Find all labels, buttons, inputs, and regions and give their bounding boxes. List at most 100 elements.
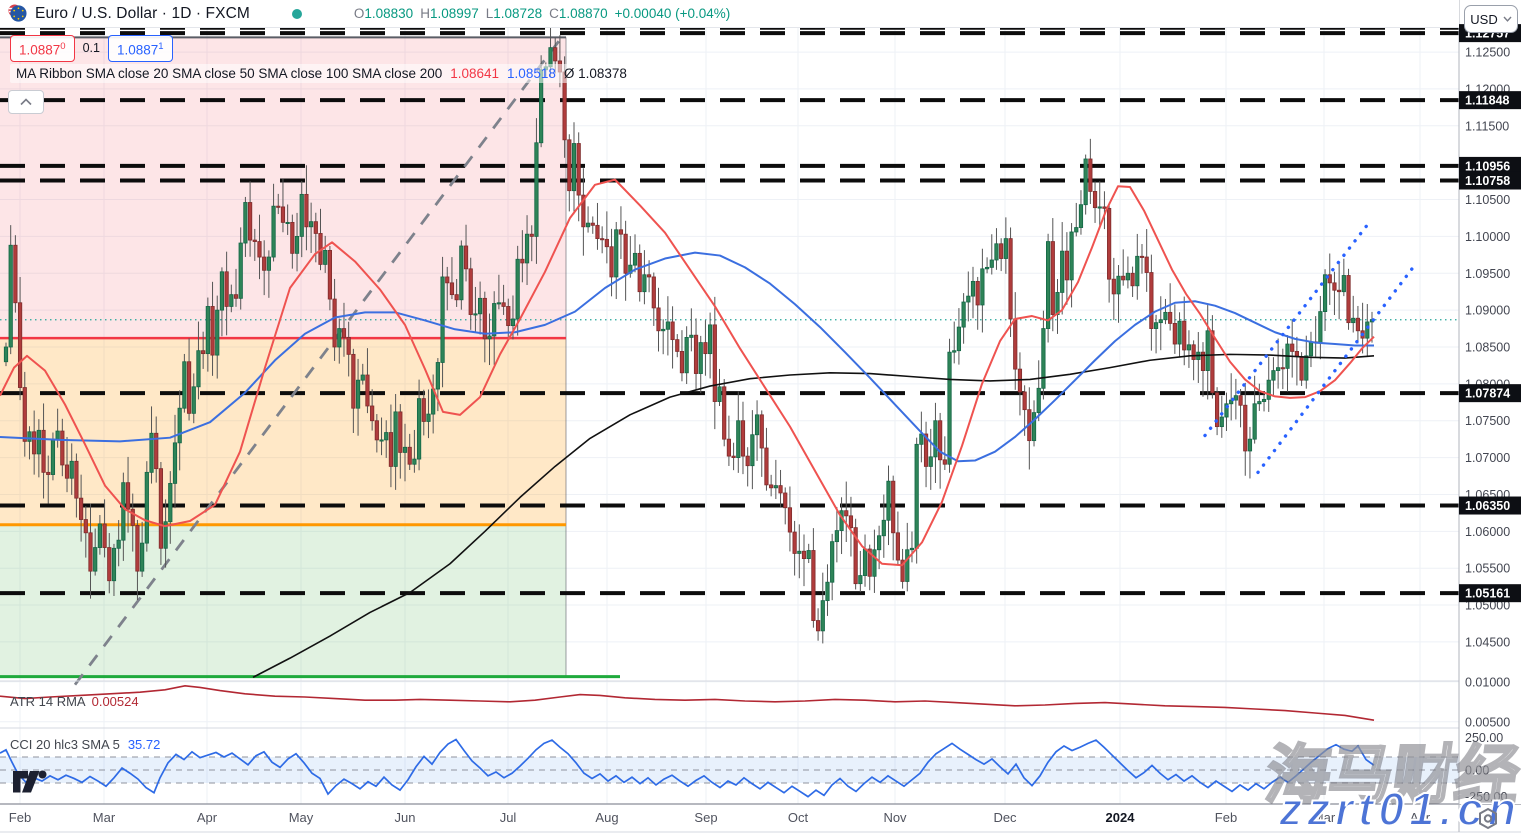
candle-body — [384, 432, 389, 441]
price-level-tag-label: 1.10758 — [1465, 174, 1510, 188]
buy-price-button[interactable]: 1.08871 — [107, 35, 173, 62]
candle-body — [168, 482, 173, 523]
cci-value: 35.72 — [127, 737, 161, 752]
candle-body — [224, 271, 229, 307]
candle-body — [8, 244, 13, 348]
tradingview-logo[interactable] — [12, 768, 48, 796]
candle-body — [1327, 274, 1332, 284]
candle-body — [1177, 320, 1182, 345]
cci-tick-label: -250.00 — [1465, 790, 1507, 804]
candle-body — [416, 398, 422, 460]
price-tick-label: 1.05500 — [1465, 562, 1510, 576]
candle-body — [524, 233, 530, 264]
candle-body — [769, 484, 774, 489]
candle-body — [1219, 416, 1224, 428]
candle-body — [1036, 387, 1041, 414]
candle-body — [285, 221, 290, 224]
atr-indicator-legend[interactable]: ATR 14 RMA 0.00524 — [10, 694, 139, 709]
ma-ribbon-legend[interactable]: MA Ribbon SMA close 20 SMA close 50 SMA … — [10, 64, 633, 83]
open-label: O — [353, 6, 365, 21]
candle-body — [1299, 356, 1304, 381]
time-axis[interactable]: Feb Mar Apr May Jun Jul Aug Sep Oct Nov Dec 2024 Feb… — [9, 810, 1431, 825]
candle-body — [149, 432, 154, 473]
candle-body — [698, 342, 703, 374]
dotted-channel-line[interactable] — [1203, 223, 1369, 438]
trendline[interactable] — [73, 32, 567, 686]
price-level-tag — [1459, 384, 1521, 403]
candle-body — [440, 276, 445, 363]
support-zone[interactable] — [0, 524, 566, 677]
candle-body — [1318, 311, 1323, 343]
candle-body — [332, 298, 337, 348]
candle-body — [919, 433, 924, 445]
candle-body — [618, 229, 624, 235]
candle-body — [975, 280, 980, 306]
collapse-legend-button[interactable] — [8, 90, 44, 114]
candle-body — [830, 541, 835, 583]
sell-price-button[interactable]: 1.08870 — [10, 35, 75, 62]
open-value: 1.08830 — [364, 6, 414, 21]
candle-body — [121, 482, 126, 541]
candle-body — [473, 313, 478, 316]
candle-body — [726, 438, 732, 457]
candle-body — [69, 460, 74, 479]
candle-body — [41, 429, 46, 473]
candle-body — [243, 202, 248, 244]
candle-body — [186, 361, 192, 414]
candle-body — [1355, 317, 1361, 332]
candle-body — [886, 480, 891, 521]
candle-body — [909, 547, 915, 551]
candle-body — [351, 353, 356, 409]
quote-row: 1.08870 0.1 1.08871 — [10, 35, 173, 62]
ohlc-values: O1.08830 H1.08997 L1.08728 C1.08870 +0.0… — [354, 6, 730, 21]
candle-body — [750, 434, 755, 467]
candle-body — [1172, 323, 1177, 345]
neutral-zone[interactable] — [0, 338, 566, 525]
atr-tick-label: 0.00500 — [1465, 715, 1510, 729]
candle-body — [50, 438, 56, 475]
candle-body — [1158, 319, 1163, 324]
candle-body — [1088, 158, 1093, 192]
market-status-icon[interactable] — [291, 8, 302, 19]
candle-body — [928, 456, 933, 467]
candle-body — [1365, 321, 1370, 339]
candle-body — [379, 439, 384, 442]
candle-body — [665, 321, 670, 330]
symbol-title[interactable]: Euro / U.S. Dollar · 1D · FXCM — [35, 4, 250, 22]
candle-body — [135, 525, 140, 572]
currency-dropdown[interactable]: USD — [1464, 5, 1518, 33]
candle-body — [313, 221, 318, 234]
candle-body — [787, 507, 793, 533]
candle-body — [1003, 238, 1008, 259]
candle-body — [862, 548, 868, 576]
candle-body — [952, 350, 957, 353]
candle-body — [567, 139, 572, 192]
cci-indicator-legend[interactable]: CCI 20 hlc3 SMA 5 35.72 — [10, 737, 160, 752]
candle-body — [1332, 282, 1337, 291]
candle-body — [130, 508, 135, 526]
candle-body — [97, 523, 102, 548]
candle-body — [1168, 311, 1173, 324]
gear-icon[interactable] — [1475, 806, 1501, 832]
candle-body — [294, 235, 300, 254]
candle-body — [1276, 367, 1281, 371]
candle-body — [22, 387, 27, 442]
candle-body — [989, 259, 994, 268]
price-level-tag-label: 1.11848 — [1465, 94, 1510, 108]
candle-body — [407, 446, 412, 465]
candle-body — [327, 250, 332, 300]
candle-body — [999, 243, 1004, 259]
candle-body — [764, 447, 769, 486]
dotted-channel-line[interactable] — [1256, 260, 1419, 475]
candle-body — [581, 194, 586, 228]
candle-body — [1064, 250, 1069, 281]
candle-body — [337, 328, 342, 348]
month-label: May — [289, 810, 314, 825]
candle-body — [172, 442, 178, 484]
candle-body — [1078, 204, 1084, 228]
price-axis[interactable]: 1.125001.120001.115001.105001.100001.095… — [1458, 0, 1521, 832]
price-tick-label: 1.10000 — [1465, 230, 1510, 244]
candle-body — [867, 548, 872, 577]
candle-body — [806, 550, 811, 560]
